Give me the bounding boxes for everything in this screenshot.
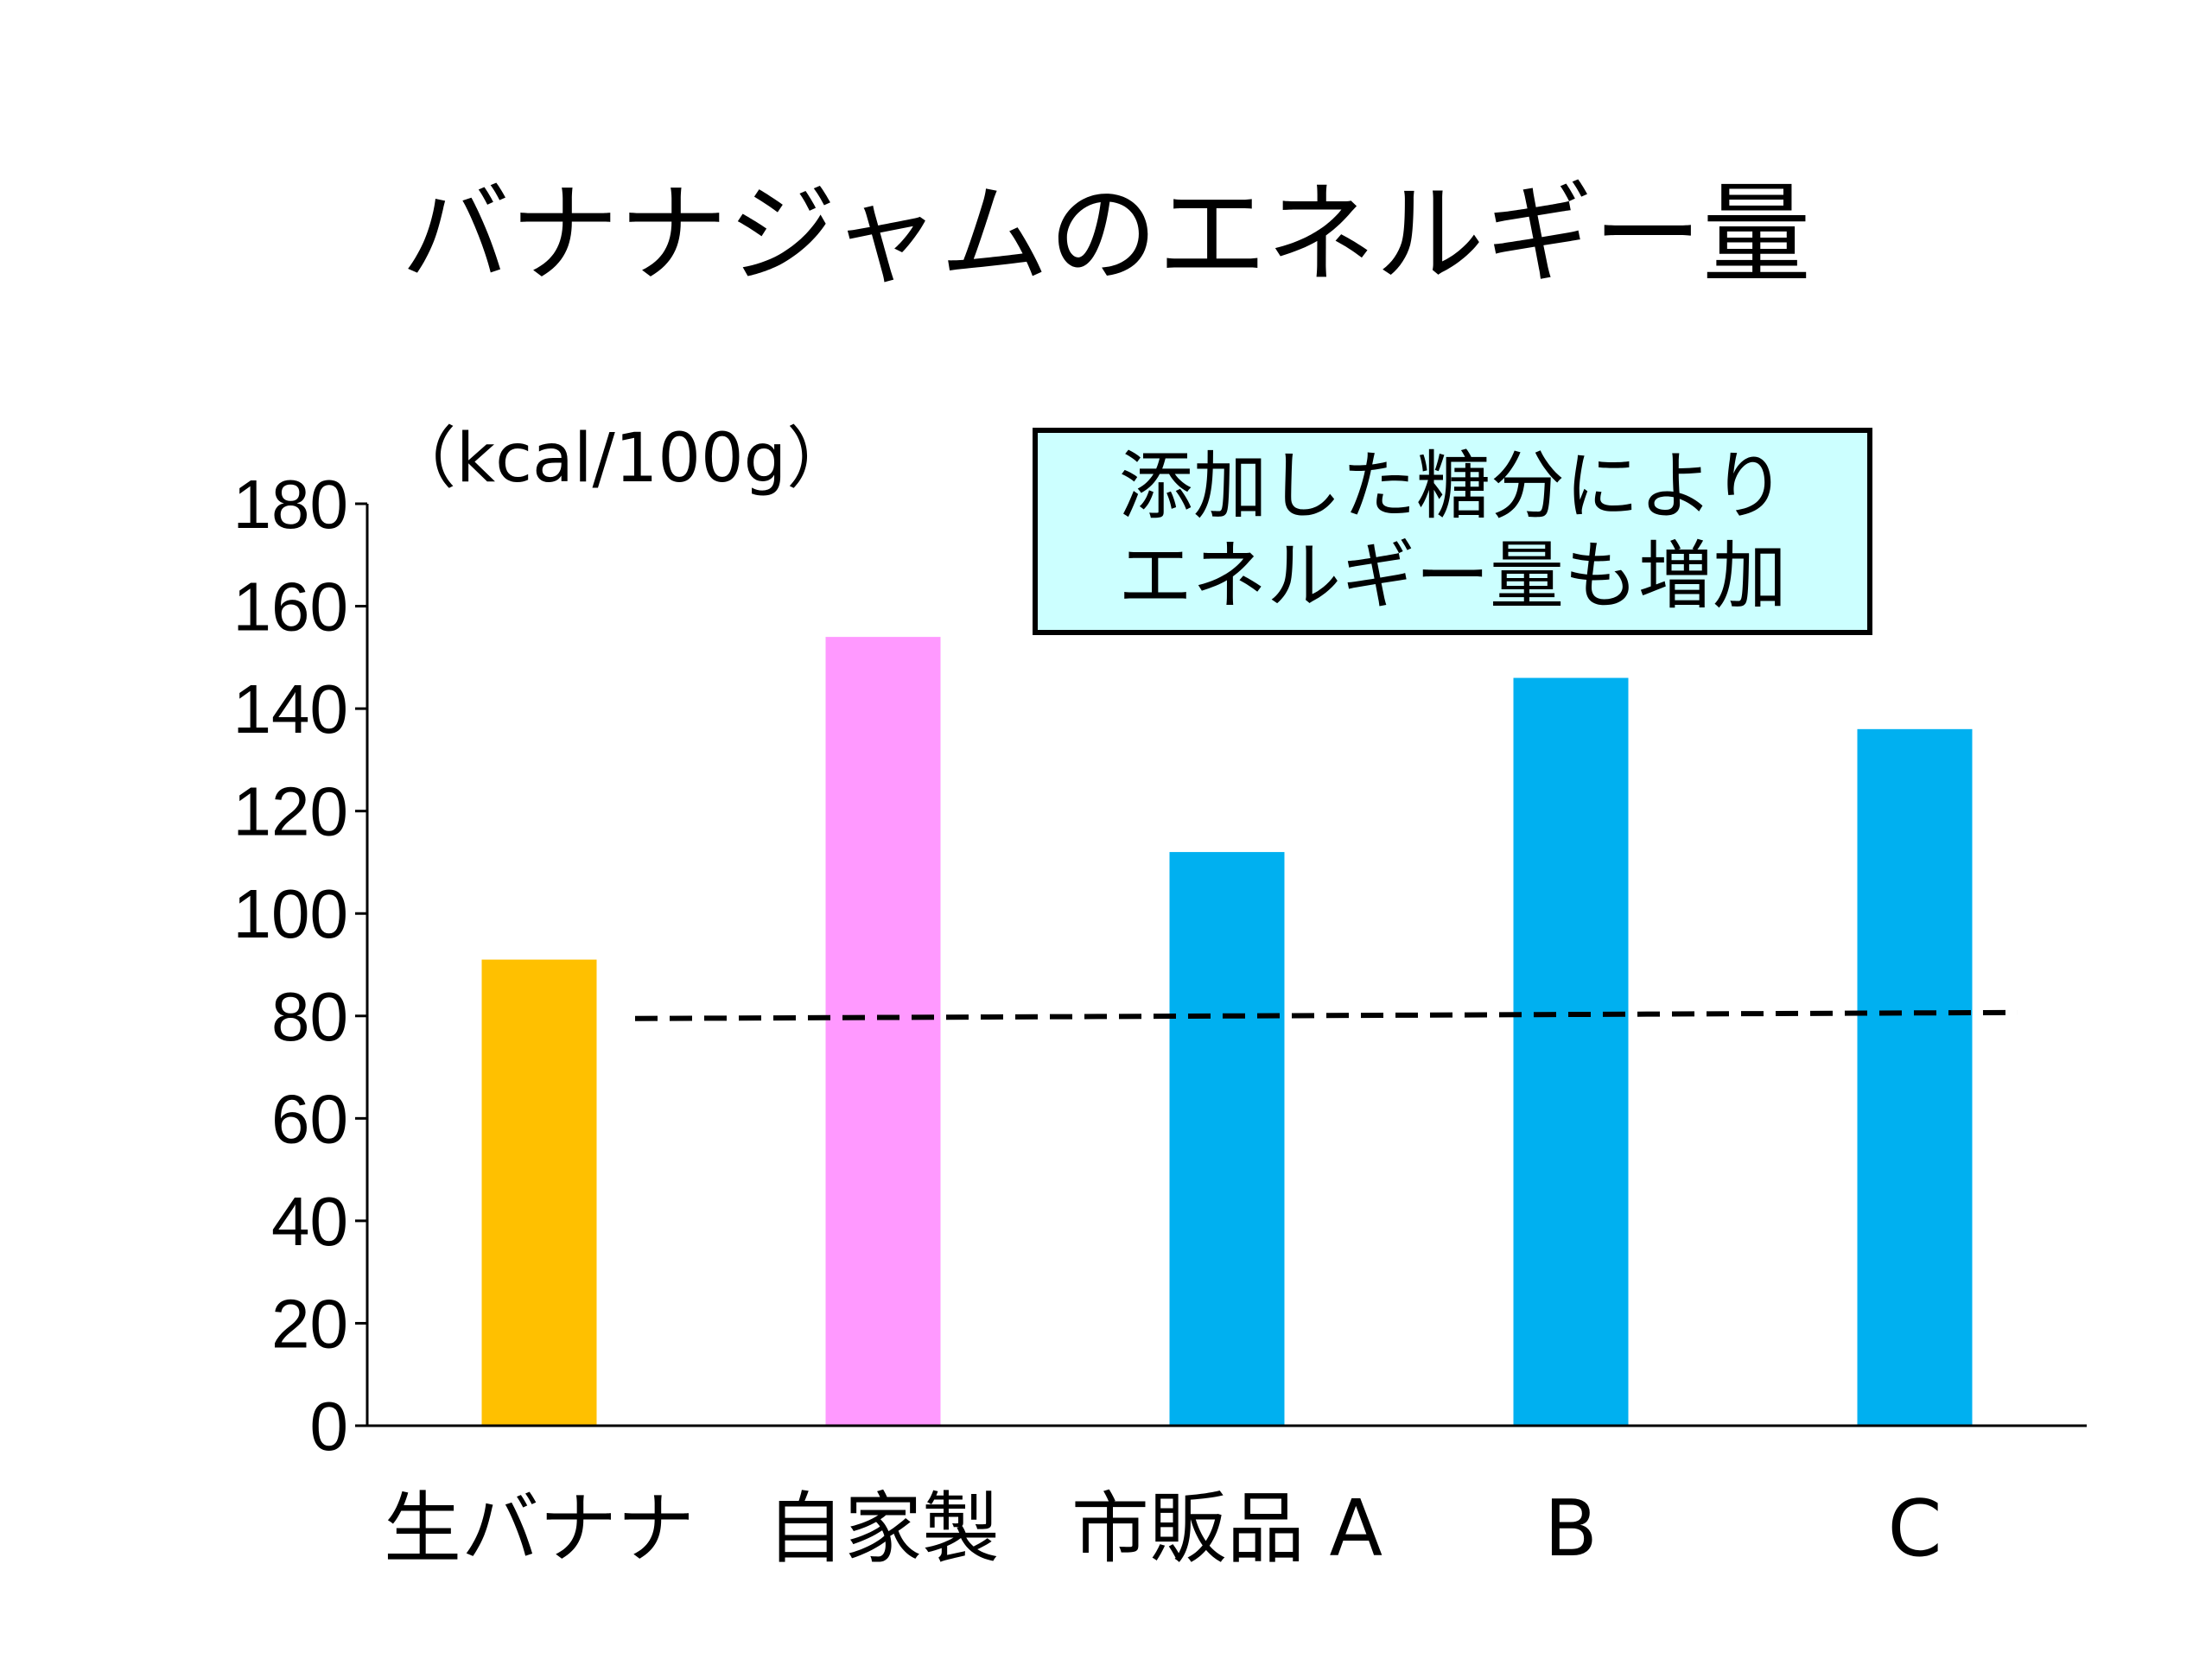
x-labels-group: 生バナナ 自家製 市販品 A B C <box>384 1484 1942 1574</box>
y-tick-label-20: 20 <box>271 1285 348 1362</box>
y-tick-label-60: 60 <box>271 1080 348 1157</box>
y-axis-unit-label: （kcal/100g） <box>389 420 855 498</box>
y-tick-label-80: 80 <box>271 978 348 1055</box>
y-tick-label-160: 160 <box>233 569 348 645</box>
reference-line-group <box>634 1009 2018 1021</box>
y-tick-label-180: 180 <box>233 466 348 543</box>
callout-line-1: 添加した糖分により <box>1118 443 1787 530</box>
axes-group <box>365 504 2087 1427</box>
y-tick-label-140: 140 <box>233 671 348 747</box>
x-category-label-3: B <box>1544 1484 1598 1574</box>
x-category-label-4: C <box>1888 1484 1942 1574</box>
y-ticks-group: 0 20 40 60 80 100 120 140 160 180 <box>233 466 367 1465</box>
callout-box: 添加した糖分により エネルギー量も増加 <box>1033 428 1872 635</box>
bar-4 <box>1857 728 1973 1426</box>
bar-0 <box>481 959 597 1426</box>
bars-group <box>481 637 1973 1426</box>
reference-line <box>634 1009 2018 1021</box>
y-tick-label-120: 120 <box>233 773 348 850</box>
x-category-label-2: 市販品 A <box>1071 1484 1382 1574</box>
bar-3 <box>1513 677 1629 1426</box>
x-category-label-0: 生バナナ <box>384 1484 695 1574</box>
chart-title: バナナジャムのエネルギー量 <box>401 171 1811 298</box>
bar-2 <box>1169 852 1285 1426</box>
bar-1 <box>825 637 941 1426</box>
y-tick-label-0: 0 <box>310 1388 349 1465</box>
callout-line-2: エネルギー量も増加 <box>1118 533 1787 620</box>
x-category-label-1: 自家製 <box>766 1484 1000 1574</box>
y-tick-label-40: 40 <box>271 1183 348 1260</box>
y-tick-label-100: 100 <box>233 875 348 952</box>
